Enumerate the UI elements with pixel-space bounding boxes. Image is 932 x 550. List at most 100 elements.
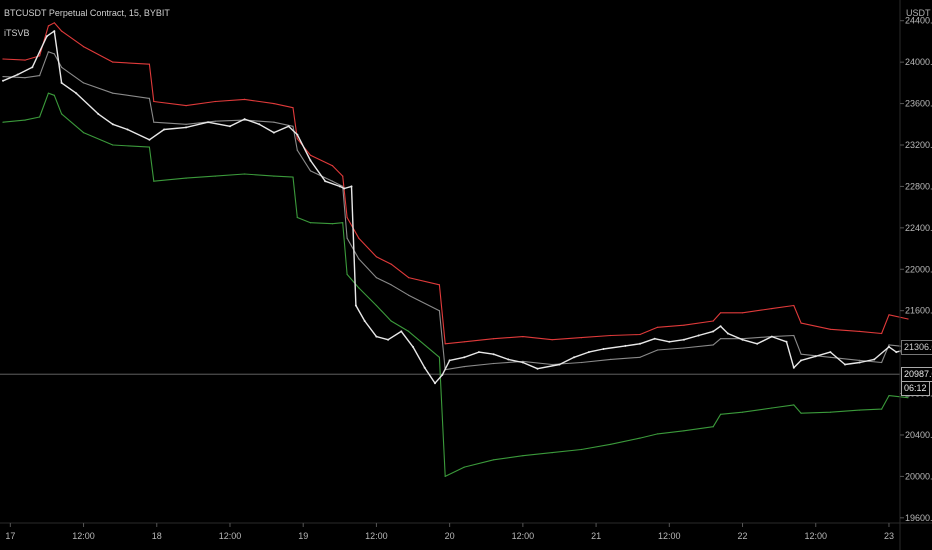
data-point-price xyxy=(243,118,246,121)
data-point-lower xyxy=(800,412,802,414)
data-point-lower xyxy=(375,304,377,307)
data-point-middle xyxy=(112,92,114,94)
data-point-upper xyxy=(153,100,155,103)
data-point-price xyxy=(492,353,495,356)
series-line-lower xyxy=(2,92,909,477)
data-point-middle xyxy=(375,277,377,279)
data-point-upper xyxy=(829,328,832,330)
data-point-middle xyxy=(214,120,216,122)
data-point-upper xyxy=(859,330,861,332)
data-point-upper xyxy=(639,333,641,336)
data-point-lower xyxy=(610,443,612,445)
y-tick-label: 20400.0 xyxy=(905,430,932,440)
data-point-price xyxy=(272,131,275,134)
series-line-middle xyxy=(2,51,909,371)
data-point-price xyxy=(756,342,759,345)
data-point-price xyxy=(507,358,510,361)
y-tick-label: 20000.0 xyxy=(905,471,932,481)
data-point-upper xyxy=(741,312,744,314)
data-point-upper xyxy=(793,304,795,307)
data-point-price xyxy=(719,325,722,328)
data-point-upper xyxy=(296,138,298,140)
data-point-price xyxy=(126,128,129,131)
data-point-price xyxy=(324,180,327,183)
y-tick-label: 19600.0 xyxy=(905,513,932,523)
data-point-upper xyxy=(24,59,26,61)
data-point-lower xyxy=(771,407,773,409)
data-point-upper xyxy=(444,343,446,345)
candle-countdown-badge: 06:12 xyxy=(901,381,930,396)
data-point-price xyxy=(434,382,436,385)
data-point-lower xyxy=(712,426,714,428)
data-point-middle xyxy=(47,51,50,53)
data-point-price xyxy=(668,340,671,343)
data-point-upper xyxy=(657,326,659,328)
data-point-lower xyxy=(741,411,744,413)
data-point-upper xyxy=(375,256,377,258)
data-point-middle xyxy=(24,77,26,79)
x-tick-label: 20 xyxy=(445,531,455,541)
data-point-upper xyxy=(47,25,50,27)
data-point-price xyxy=(785,340,788,343)
y-tick-label: 24000.0 xyxy=(905,57,932,67)
data-point-upper xyxy=(61,30,63,32)
data-point-lower xyxy=(408,330,410,332)
data-point-price xyxy=(163,128,166,131)
data-point-lower xyxy=(793,404,795,406)
data-point-lower xyxy=(296,216,298,219)
data-point-price xyxy=(726,332,729,335)
data-point-price xyxy=(653,337,656,340)
data-point-middle xyxy=(358,258,360,260)
data-point-price xyxy=(387,338,390,341)
data-point-price xyxy=(354,304,357,307)
data-point-upper xyxy=(712,320,714,322)
data-point-lower xyxy=(444,475,446,477)
data-point-upper xyxy=(342,175,344,177)
data-point-price xyxy=(148,138,151,141)
data-point-middle xyxy=(712,344,714,346)
x-axis[interactable]: 17 12:00 18 12:00 19 12:00 20 12:00 21 12:00 22 12:… xyxy=(0,522,932,541)
data-point-price xyxy=(363,320,366,322)
data-point-price xyxy=(536,367,539,370)
x-tick-label: 12:00 xyxy=(658,531,681,541)
y-tick-label: 21600.0 xyxy=(905,306,932,316)
data-point-lower xyxy=(580,448,583,451)
last-price-badge: 20987.0 xyxy=(901,367,932,382)
x-tick-label: 12:00 xyxy=(219,531,242,541)
data-point-upper xyxy=(148,63,150,65)
data-point-middle xyxy=(683,347,685,349)
data-point-lower xyxy=(244,173,246,175)
data-point-lower xyxy=(907,397,909,399)
data-point-lower xyxy=(639,437,641,439)
data-point-middle xyxy=(331,180,334,182)
data-point-lower xyxy=(2,121,4,123)
data-point-upper xyxy=(112,61,114,63)
y-axis-unit: USDT xyxy=(906,8,931,18)
data-point-price xyxy=(792,366,795,369)
data-point-price xyxy=(296,133,299,136)
data-point-price xyxy=(53,30,56,33)
data-point-price xyxy=(463,356,466,359)
data-point-middle xyxy=(793,334,795,337)
data-point-upper xyxy=(309,154,312,156)
data-point-middle xyxy=(639,356,641,358)
data-point-middle xyxy=(82,82,85,84)
data-point-lower xyxy=(185,177,187,179)
data-point-upper xyxy=(82,46,85,48)
data-point-price xyxy=(375,335,378,338)
data-point-upper xyxy=(39,55,41,57)
x-tick-label: 22 xyxy=(738,531,748,541)
data-point-price xyxy=(75,92,78,95)
data-point-price xyxy=(573,356,576,359)
data-point-price xyxy=(477,351,480,354)
indicator-label[interactable]: iTSVB xyxy=(4,28,30,38)
data-point-middle xyxy=(493,362,495,365)
data-point-lower xyxy=(390,320,392,322)
data-point-middle xyxy=(657,349,659,351)
data-point-price xyxy=(741,338,744,341)
data-point-middle xyxy=(185,123,187,125)
x-tick-label: 12:00 xyxy=(804,531,827,541)
data-point-price xyxy=(16,73,19,76)
